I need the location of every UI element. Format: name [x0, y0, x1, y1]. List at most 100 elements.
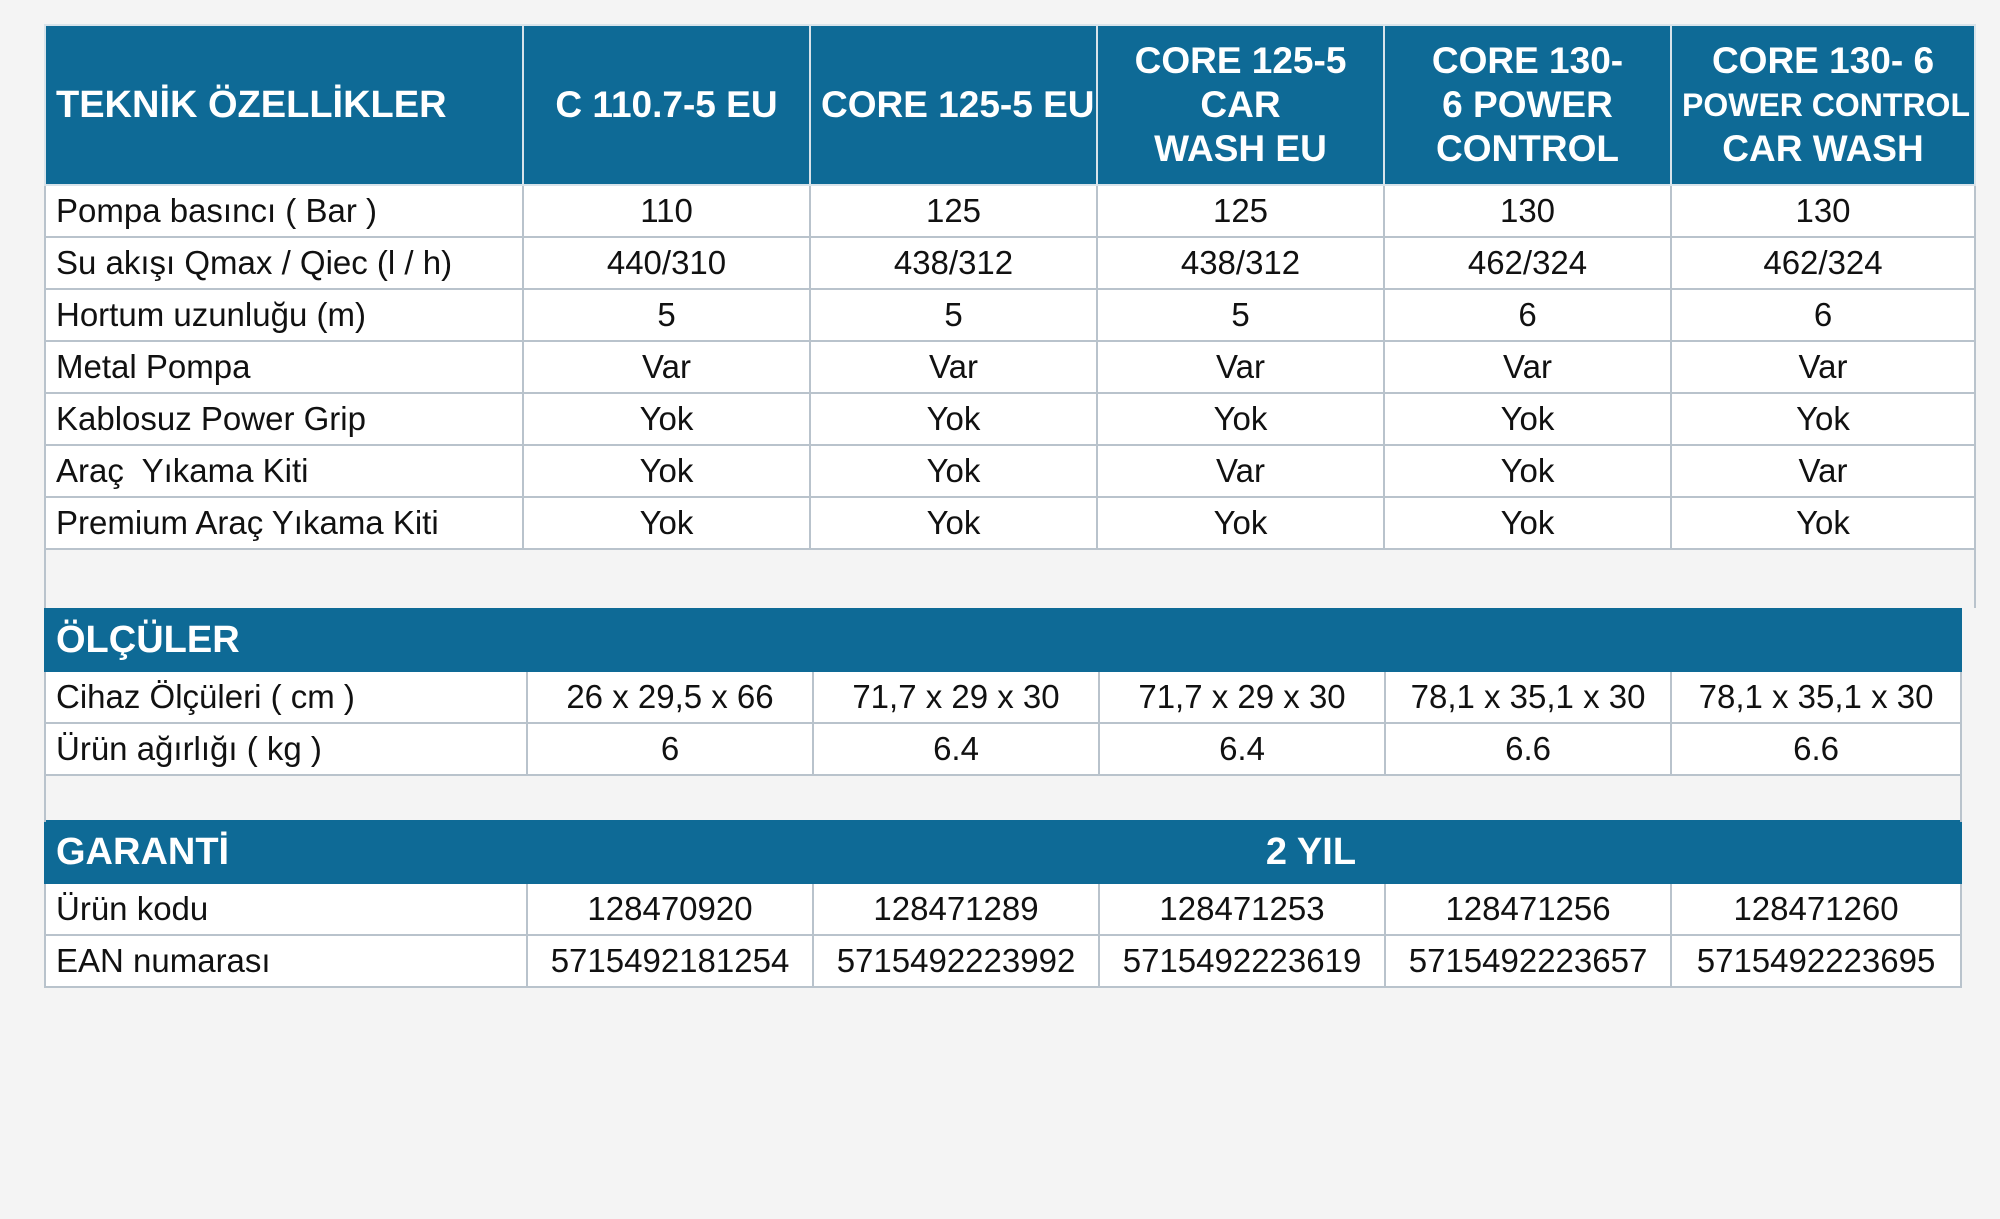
- table-cell: 440/310: [522, 236, 811, 290]
- table-cell: 130: [1670, 184, 1976, 238]
- spacer-cell: [43, 775, 1963, 821]
- table-cell: 462/324: [1670, 236, 1976, 290]
- table-cell: Var: [809, 340, 1098, 394]
- table-cell: 71,7 x 29 x 30: [812, 670, 1100, 724]
- warranty-title: GARANTİ: [44, 820, 814, 884]
- table-cell: 78,1 x 35,1 x 30: [1670, 670, 1963, 724]
- table-cell: 6: [1383, 288, 1672, 342]
- table-cell: Yok: [809, 392, 1098, 446]
- table-cell: Var: [1670, 340, 1976, 394]
- table-cell: 128471256: [1384, 882, 1673, 936]
- row-label: Pompa basıncı ( Bar ): [44, 184, 524, 238]
- table-cell: Yok: [1096, 496, 1385, 550]
- table-cell: 5: [522, 288, 811, 342]
- row-label: Ürün ağırlığı ( kg ): [44, 722, 528, 776]
- section-header-cell: [1670, 820, 1963, 884]
- table-cell: 6.6: [1670, 722, 1963, 776]
- table-cell: 128471260: [1670, 882, 1963, 936]
- table-cell: Yok: [1383, 496, 1672, 550]
- table-cell: Var: [1383, 340, 1672, 394]
- table-cell: 6: [1670, 288, 1976, 342]
- table-spacer: [44, 549, 1976, 608]
- table-cell: 5715492223695: [1670, 934, 1963, 988]
- model-header-line: WASH EU: [1154, 128, 1327, 169]
- table-cell: Yok: [522, 444, 811, 498]
- spacer-cell: [44, 549, 1976, 608]
- table-cell: 78,1 x 35,1 x 30: [1384, 670, 1673, 724]
- model-header: C 110.7-5 EU: [522, 24, 811, 186]
- model-header-line: CONTROL: [1436, 128, 1619, 169]
- table-cell: 6: [526, 722, 814, 776]
- table-cell: 6.6: [1384, 722, 1673, 776]
- table-cell: Var: [1670, 444, 1976, 498]
- table-cell: Yok: [1096, 392, 1385, 446]
- row-label: Su akışı Qmax / Qiec (l / h): [44, 236, 524, 290]
- table-cell: 5715492223657: [1384, 934, 1673, 988]
- table-cell: 125: [809, 184, 1098, 238]
- table-cell: 110: [522, 184, 811, 238]
- table-row: Araç Yıkama Kiti Yok Yok Var Yok Var: [44, 444, 1976, 498]
- model-header-line: CAR: [1200, 84, 1281, 125]
- table-cell: 5715492223992: [812, 934, 1100, 988]
- table-cell: Yok: [809, 444, 1098, 498]
- model-header-line: C 110.7-5 EU: [555, 84, 778, 125]
- table-cell: 71,7 x 29 x 30: [1097, 670, 1387, 724]
- table-cell: 5: [1096, 288, 1385, 342]
- table-cell: 128471289: [812, 882, 1100, 936]
- model-header-line: CAR WASH: [1722, 128, 1924, 169]
- model-header-line: 6 POWER: [1442, 84, 1613, 125]
- table-row: Su akışı Qmax / Qiec (l / h) 440/310 438…: [44, 236, 1976, 290]
- dimensions-title: ÖLÇÜLER: [43, 608, 1387, 672]
- section-header-cell: [1384, 820, 1673, 884]
- table-cell: Var: [1096, 444, 1385, 498]
- table-cell: 125: [1096, 184, 1385, 238]
- section-header-cell: [1384, 608, 1673, 672]
- model-header-line: CORE 130-: [1431, 40, 1624, 81]
- table-row: Premium Araç Yıkama Kiti Yok Yok Yok Yok…: [44, 496, 1976, 550]
- table-cell: 438/312: [809, 236, 1098, 290]
- model-header: CORE 130- 6 POWER CONTROL CAR WASH: [1670, 24, 1976, 186]
- table-cell: 128471253: [1097, 882, 1387, 936]
- warranty-header-row: GARANTİ 2 YIL: [44, 820, 1963, 884]
- table-cell: Yok: [1670, 496, 1976, 550]
- table-cell: 5715492223619: [1097, 934, 1387, 988]
- table-row: Pompa basıncı ( Bar ) 110 125 125 130 13…: [44, 184, 1976, 238]
- table-spacer: [43, 775, 1963, 821]
- row-label: Hortum uzunluğu (m): [44, 288, 524, 342]
- section-header-cell: [1670, 608, 1963, 672]
- table-cell: Yok: [1383, 392, 1672, 446]
- table-cell: Yok: [1383, 444, 1672, 498]
- table-cell: 5: [809, 288, 1098, 342]
- row-label: Ürün kodu: [44, 882, 528, 936]
- table-row: Ürün ağırlığı ( kg ) 6 6.4 6.4 6.6 6.6: [44, 722, 1963, 776]
- row-label: Kablosuz Power Grip: [44, 392, 524, 446]
- row-label: Cihaz Ölçüleri ( cm ): [44, 670, 528, 724]
- table-cell: 6.4: [812, 722, 1100, 776]
- table-cell: 6.4: [1097, 722, 1387, 776]
- table-cell: Var: [522, 340, 811, 394]
- spec-sheet: TEKNİK ÖZELLİKLER C 110.7-5 EU CORE 125-…: [43, 24, 1976, 988]
- technical-specs-table: TEKNİK ÖZELLİKLER C 110.7-5 EU CORE 125-…: [44, 24, 1976, 608]
- table-cell: Yok: [809, 496, 1098, 550]
- row-label: Metal Pompa: [44, 340, 524, 394]
- table-cell: Yok: [522, 496, 811, 550]
- model-header: CORE 130- 6 POWER CONTROL: [1383, 24, 1672, 186]
- table-row: Metal Pompa Var Var Var Var Var: [44, 340, 1976, 394]
- model-header-line: CORE 130- 6: [1711, 40, 1935, 81]
- table-cell: 438/312: [1096, 236, 1385, 290]
- table-row: Ürün kodu 128470920 128471289 128471253 …: [44, 882, 1963, 936]
- table-cell: Var: [1096, 340, 1385, 394]
- table-cell: 130: [1383, 184, 1672, 238]
- warranty-value: 2 YIL: [811, 820, 1387, 884]
- row-label: EAN numarası: [44, 934, 528, 988]
- dimensions-header-row: ÖLÇÜLER: [43, 608, 1963, 672]
- model-header-line: CORE 125-5: [1134, 40, 1347, 81]
- model-header-line: CORE 125-5 EU: [821, 84, 1095, 125]
- dimensions-warranty-table: ÖLÇÜLER Cihaz Ölçüleri ( cm ) 26 x 29,5 …: [43, 608, 1963, 988]
- table-cell: 26 x 29,5 x 66: [526, 670, 814, 724]
- model-header: CORE 125-5 EU: [809, 24, 1098, 186]
- table-row: Cihaz Ölçüleri ( cm ) 26 x 29,5 x 66 71,…: [44, 670, 1963, 724]
- model-header: CORE 125-5 CAR WASH EU: [1096, 24, 1385, 186]
- specs-header-row: TEKNİK ÖZELLİKLER C 110.7-5 EU CORE 125-…: [44, 24, 1976, 186]
- table-row: EAN numarası 5715492181254 5715492223992…: [44, 934, 1963, 988]
